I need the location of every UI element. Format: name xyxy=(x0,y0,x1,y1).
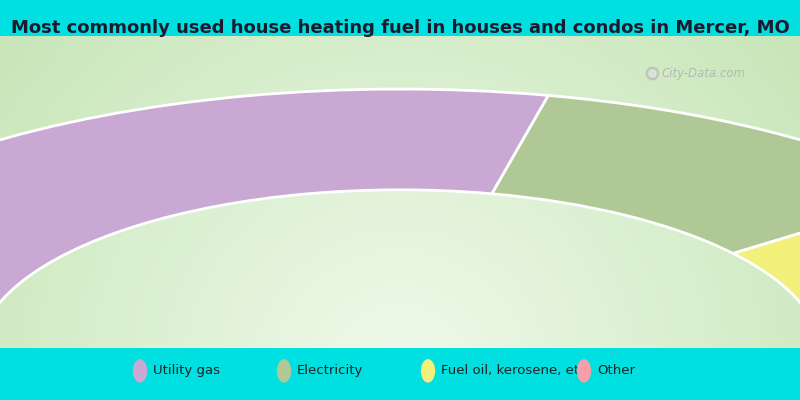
Text: Fuel oil, kerosene, etc.: Fuel oil, kerosene, etc. xyxy=(441,364,590,377)
Ellipse shape xyxy=(577,359,591,383)
Text: Other: Other xyxy=(597,364,635,377)
Text: City-Data.com: City-Data.com xyxy=(662,67,746,80)
Ellipse shape xyxy=(133,359,147,383)
Ellipse shape xyxy=(421,359,435,383)
Wedge shape xyxy=(0,89,548,354)
Text: Utility gas: Utility gas xyxy=(153,364,220,377)
Text: Electricity: Electricity xyxy=(297,364,363,377)
Wedge shape xyxy=(492,96,800,254)
Ellipse shape xyxy=(277,359,291,383)
Wedge shape xyxy=(733,192,800,304)
Text: Most commonly used house heating fuel in houses and condos in Mercer, MO: Most commonly used house heating fuel in… xyxy=(10,19,790,37)
